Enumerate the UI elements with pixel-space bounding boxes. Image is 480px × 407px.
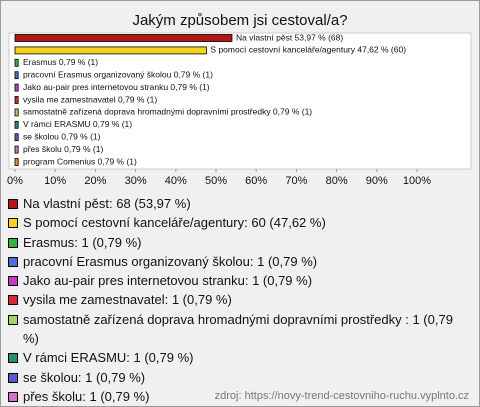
x-tick-label: 40% bbox=[165, 175, 187, 187]
legend-item: vysila me zamestnavatel: 1 (0,79 %) bbox=[8, 290, 470, 309]
legend-swatch bbox=[8, 218, 18, 229]
legend-label: pracovní Erasmus organizovaný školou: 1 … bbox=[23, 253, 318, 269]
legend-label: S pomocí cestovní kanceláře/agentury: 60… bbox=[23, 215, 326, 231]
legend-label: Erasmus: 1 (0,79 %) bbox=[23, 234, 142, 250]
bar bbox=[14, 96, 19, 104]
legend-label: vysila me zamestnavatel: 1 (0,79 %) bbox=[23, 292, 232, 308]
chart: Jakým způsobem jsi cestoval/a? 0% 10% 20% 3… bbox=[7, 12, 472, 187]
legend-swatch bbox=[8, 353, 18, 364]
legend-swatch bbox=[8, 237, 18, 248]
legend: Na vlastní pěst: 68 (53,97 %) S pomocí ce… bbox=[8, 194, 470, 406]
x-tick-label: 0% bbox=[7, 175, 23, 187]
legend-swatch bbox=[8, 276, 18, 287]
legend-item: V rámci ERASMU: 1 (0,79 %) bbox=[8, 348, 470, 367]
value-label: samostatně zařízená doprava hromadnými d… bbox=[23, 107, 312, 117]
legend-item: Na vlastní pěst: 68 (53,97 %) bbox=[8, 194, 470, 213]
x-tick-label: 10% bbox=[44, 175, 66, 187]
x-tick-label: 50% bbox=[205, 175, 227, 187]
bar bbox=[14, 58, 19, 67]
value-label: Na vlastní pěst 53,97 % (68) bbox=[236, 32, 343, 42]
legend-item: samostatně zařízená doprava hromadnými d… bbox=[8, 310, 470, 349]
x-tick-label: 60% bbox=[245, 175, 267, 187]
x-tick-label: 20% bbox=[84, 175, 106, 187]
x-tick-label: 90% bbox=[366, 175, 388, 187]
legend-label: Jako au-pair pres internetovou stranku: … bbox=[23, 273, 313, 289]
value-label: Jako au-pair pres internetovou stranku 0… bbox=[23, 82, 210, 92]
bar bbox=[14, 158, 19, 166]
legend-swatch bbox=[8, 199, 18, 209]
chart-title: Jakým způsobem jsi cestoval/a? bbox=[132, 12, 347, 29]
legend-swatch bbox=[8, 295, 18, 306]
value-label: Erasmus 0,79 % (1) bbox=[23, 57, 98, 67]
bar bbox=[14, 34, 233, 42]
x-tick-label: 80% bbox=[326, 175, 348, 187]
legend-swatch bbox=[8, 391, 18, 402]
legend-item: Jako au-pair pres internetovou stranku: … bbox=[8, 271, 470, 290]
legend-label: Na vlastní pěst: 68 (53,97 %) bbox=[23, 196, 191, 211]
x-tick-label: 70% bbox=[285, 175, 307, 187]
legend-item: S pomocí cestovní kanceláře/agentury: 60… bbox=[8, 213, 470, 232]
bar bbox=[14, 145, 19, 154]
legend-swatch bbox=[8, 314, 18, 325]
value-label: přes školu 0,79 % (1) bbox=[23, 144, 103, 154]
legend-label: se školou: 1 (0,79 %) bbox=[23, 369, 146, 385]
bar bbox=[14, 133, 19, 142]
bar bbox=[14, 83, 19, 92]
legend-label: V rámci ERASMU: 1 (0,79 %) bbox=[23, 350, 194, 366]
legend-item: se školou: 1 (0,79 %) bbox=[8, 368, 470, 387]
legend-item: pracovní Erasmus organizovaný školou: 1 … bbox=[8, 252, 470, 271]
bar bbox=[14, 46, 207, 55]
x-tick-label: 100% bbox=[403, 175, 431, 187]
bar bbox=[14, 108, 19, 117]
legend-swatch bbox=[8, 256, 18, 267]
value-label: program Comenius 0,79 % (1) bbox=[23, 156, 137, 166]
value-label: V rámci ERASMU 0,79 % (1) bbox=[23, 119, 132, 129]
value-label: se školou 0,79 % (1) bbox=[23, 131, 101, 141]
legend-item: přes školu: 1 (0,79 %) bbox=[8, 387, 470, 406]
legend-label: přes školu: 1 (0,79 %) bbox=[23, 388, 150, 404]
legend-label: samostatně zařízená doprava hromadnými d… bbox=[23, 311, 453, 347]
source: zdroj: https://novy-trend-cestovniho-ruc… bbox=[214, 390, 469, 402]
value-label: S pomocí cestovní kanceláře/agentury 47,… bbox=[210, 45, 406, 55]
legend-item: Erasmus: 1 (0,79 %) bbox=[8, 233, 470, 252]
value-label: vysila me zamestnavatel 0,79 % (1) bbox=[23, 94, 157, 104]
plot-area bbox=[8, 32, 472, 170]
bar bbox=[14, 71, 19, 80]
x-tick-label: 30% bbox=[125, 175, 147, 187]
value-label: pracovní Erasmus organizovaný školou 0,7… bbox=[23, 69, 213, 79]
legend-swatch bbox=[8, 372, 18, 383]
bar bbox=[14, 120, 19, 129]
